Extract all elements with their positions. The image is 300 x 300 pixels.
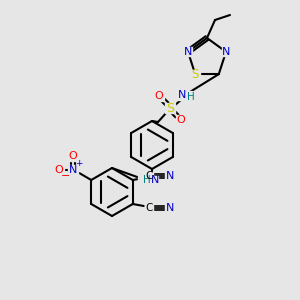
- Text: O: O: [177, 115, 185, 125]
- Bar: [68, 165, 78, 175]
- Bar: [165, 103, 175, 113]
- Bar: [154, 91, 164, 101]
- Text: −: −: [61, 171, 70, 181]
- Text: S: S: [192, 68, 199, 81]
- Text: C: C: [145, 171, 152, 181]
- Bar: [165, 203, 174, 212]
- Bar: [221, 47, 230, 56]
- Bar: [176, 115, 186, 125]
- Text: O: O: [69, 151, 78, 161]
- Bar: [165, 172, 174, 181]
- Text: N: N: [166, 203, 174, 213]
- Bar: [68, 151, 78, 161]
- Text: +: +: [76, 160, 83, 169]
- Text: O: O: [154, 91, 164, 101]
- Text: N: N: [178, 90, 186, 100]
- Bar: [54, 165, 64, 175]
- Text: H: H: [143, 175, 151, 185]
- Bar: [145, 172, 153, 180]
- Bar: [174, 91, 192, 100]
- Text: S: S: [166, 101, 174, 115]
- Text: N: N: [151, 175, 159, 185]
- Bar: [145, 204, 153, 212]
- Text: N: N: [222, 47, 230, 57]
- Text: N: N: [69, 165, 77, 175]
- Text: O: O: [55, 165, 64, 175]
- Bar: [184, 47, 193, 56]
- Text: C: C: [145, 203, 152, 213]
- Text: N: N: [166, 171, 174, 181]
- Text: H: H: [187, 92, 195, 102]
- Text: N: N: [184, 47, 192, 57]
- Bar: [191, 70, 200, 79]
- Bar: [138, 176, 158, 186]
